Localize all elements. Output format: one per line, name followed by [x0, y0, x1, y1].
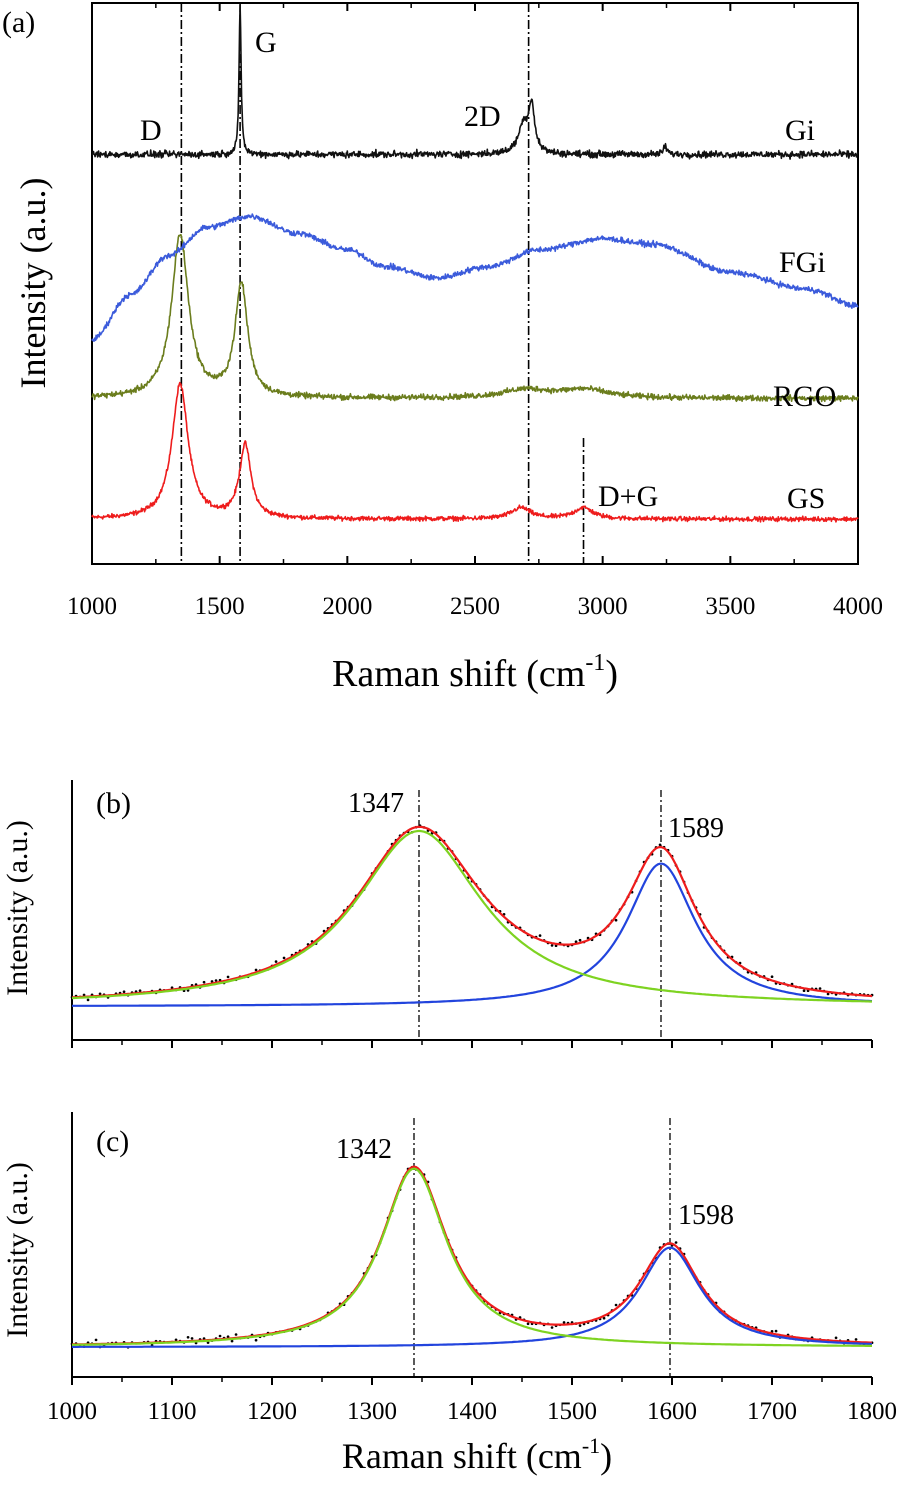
x-tick-label: 1700: [747, 1398, 797, 1425]
panel-b-axes: [71, 780, 873, 1048]
x-tick-label: 1100: [147, 1398, 196, 1425]
panel-b-fit-curves: [70, 824, 874, 1007]
ref-label-2d: 2D: [464, 100, 501, 133]
g-band-fit-curve: [72, 1246, 873, 1348]
series-label-fgi: FGi: [779, 246, 826, 279]
panel-a-label: (a): [2, 6, 35, 39]
panel-c-axes: [71, 1112, 873, 1385]
series-label-rgo: RGO: [773, 380, 836, 413]
g-band-fit-curve: [72, 862, 873, 1007]
panel-c-fit-curves: [70, 1165, 874, 1349]
x-tick-label: 1800: [847, 1398, 897, 1425]
peak-label-1347: 1347: [348, 788, 404, 819]
ref-label-d-plus-g: D+G: [598, 480, 658, 513]
x-tick-label: 1600: [647, 1398, 697, 1425]
panel-a-x-tick-label: 1500: [195, 593, 245, 620]
panel-a-x-tick-label: 2500: [450, 593, 500, 620]
peak-label-1589: 1589: [668, 813, 724, 844]
spectrum-rgo: [91, 233, 859, 403]
fit-total-curve: [71, 825, 873, 999]
panel-c-x-tick-labels: 1000 1100 1200 1300 1400 1500 1600 1700 1800: [47, 1398, 897, 1425]
panel-b-y-axis-label: Intensity (a.u.): [1, 820, 34, 996]
panel-a-x-tick-label: 1000: [67, 593, 117, 620]
x-tick-label: 1500: [547, 1398, 597, 1425]
panel-a-x-ticks: [91, 3, 859, 564]
x-tick-label: 1200: [247, 1398, 297, 1425]
panel-c: 1000 1100 1200 1300 1400 1500 1600 1700 1800 (c)…: [1, 1112, 897, 1476]
measured-points: [70, 824, 874, 1002]
peak-label-1342: 1342: [336, 1134, 392, 1165]
spectrum-gs: [91, 381, 859, 523]
panel-b: (b) 1347 1589 Intensity (a.u.): [1, 780, 874, 1048]
series-label-gs: GS: [787, 482, 825, 515]
d-band-fit-curve: [72, 1167, 872, 1347]
panel-b-label: (b): [96, 787, 131, 820]
panel-c-reference-lines: [413, 1118, 671, 1377]
panel-a-x-tick-label: 2000: [322, 593, 372, 620]
panel-c-x-axis-label: Raman shift (cm-1): [342, 1433, 612, 1476]
d-band-fit-curve: [71, 829, 872, 1003]
panel-a-y-axis-label: Intensity (a.u.): [13, 178, 53, 389]
panel-b-reference-lines: [418, 790, 662, 1040]
series-label-gi: Gi: [785, 114, 815, 147]
panel-a-x-tick-label: 3000: [578, 593, 628, 620]
panel-a-x-tick-label: 4000: [833, 593, 883, 620]
measured-points: [70, 1165, 874, 1349]
spectrum-gi: [91, 4, 859, 160]
panel-a-x-tick-labels: 1000 1500 2000 2500 3000 3500 4000: [67, 593, 883, 620]
panel-a-spectra: [91, 4, 859, 523]
panel-a-x-axis-label: Raman shift (cm-1): [332, 650, 618, 695]
panel-a-frame: [91, 2, 859, 565]
panel-c-y-axis-label: Intensity (a.u.): [1, 1162, 34, 1338]
panel-a-x-tick-label: 3500: [705, 593, 755, 620]
x-tick-label: 1400: [447, 1398, 497, 1425]
x-tick-label: 1300: [347, 1398, 397, 1425]
ref-label-d: D: [140, 114, 162, 147]
fit-total-curve: [72, 1165, 873, 1346]
panel-a: 1000 1500 2000 2500 3000 3500 4000 (a) D G 2D …: [2, 2, 883, 695]
peak-label-1598: 1598: [678, 1200, 734, 1231]
x-tick-label: 1000: [47, 1398, 97, 1425]
panel-c-label: (c): [96, 1125, 129, 1158]
spectrum-fgi: [91, 213, 859, 342]
ref-label-g: G: [255, 26, 277, 59]
